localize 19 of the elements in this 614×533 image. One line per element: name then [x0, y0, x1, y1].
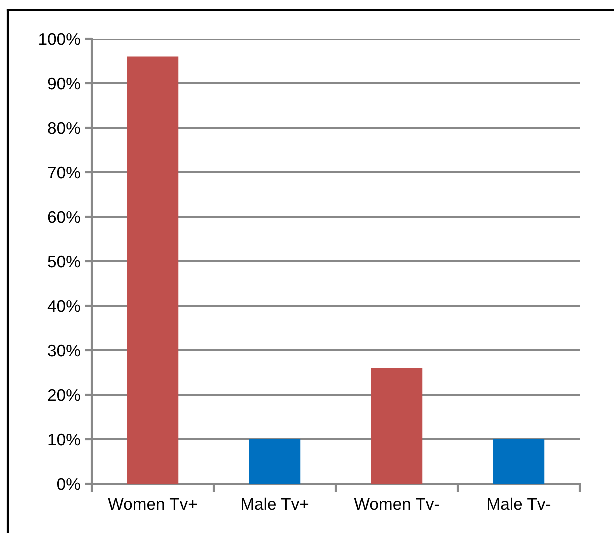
bar — [127, 56, 179, 484]
y-tick-label: 60% — [48, 211, 80, 224]
bar — [249, 440, 301, 484]
y-tick-label: 50% — [48, 256, 80, 268]
y-tick-label: 70% — [48, 166, 80, 179]
y-tick-label: 0% — [57, 478, 80, 490]
y-tick-label: 10% — [48, 434, 80, 446]
y-tick-label: 30% — [48, 344, 80, 357]
y-tick-label: 20% — [48, 389, 80, 402]
x-tick-label: Women Tv- — [354, 498, 440, 510]
y-tick-label: 100% — [40, 33, 80, 46]
bar — [371, 368, 423, 484]
x-tick-label: Male Tv+ — [242, 498, 309, 510]
y-tick-label: 80% — [48, 122, 80, 134]
x-tick-label: Women Tv+ — [108, 498, 198, 510]
bar — [493, 440, 545, 484]
y-tick-label: 40% — [48, 300, 80, 312]
y-tick-label: 90% — [48, 78, 80, 90]
x-tick-label: Male Tv- — [488, 498, 551, 510]
